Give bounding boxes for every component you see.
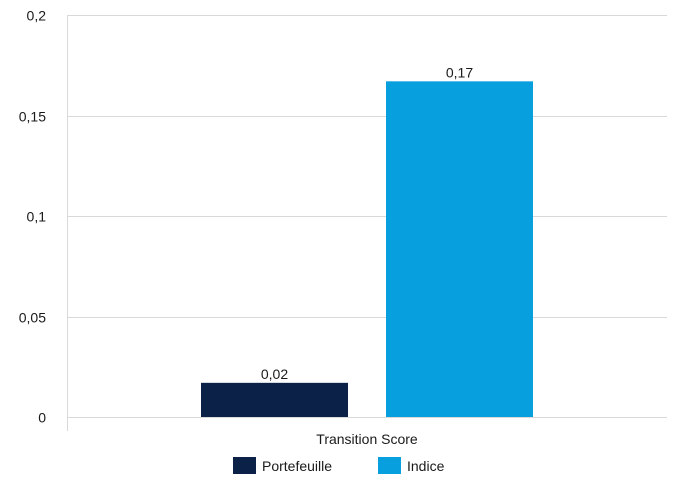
- bars: [201, 81, 533, 417]
- data-label-indice: 0,17: [446, 64, 473, 80]
- axes: 0 0,05 0,1 0,15 0,2 Transition Score: [19, 8, 667, 447]
- legend-label-portefeuille: Portefeuille: [262, 458, 332, 474]
- bar-indice: [386, 81, 533, 417]
- legend-swatch-portefeuille: [233, 457, 256, 474]
- y-tick-label: 0,1: [27, 209, 47, 225]
- x-category-label: Transition Score: [316, 431, 418, 447]
- gridlines: [67, 15, 667, 318]
- bar-portefeuille: [201, 382, 348, 417]
- y-tick-label: 0,05: [19, 310, 46, 326]
- data-labels: 0,02 0,17: [261, 64, 473, 382]
- legend-swatch-indice: [378, 457, 401, 474]
- legend-label-indice: Indice: [407, 458, 445, 474]
- y-tick-label: 0,15: [19, 109, 46, 125]
- y-tick-label: 0,2: [27, 8, 47, 24]
- y-tick-label: 0: [38, 410, 46, 426]
- legend: Portefeuille Indice: [233, 457, 445, 474]
- data-label-portefeuille: 0,02: [261, 366, 288, 382]
